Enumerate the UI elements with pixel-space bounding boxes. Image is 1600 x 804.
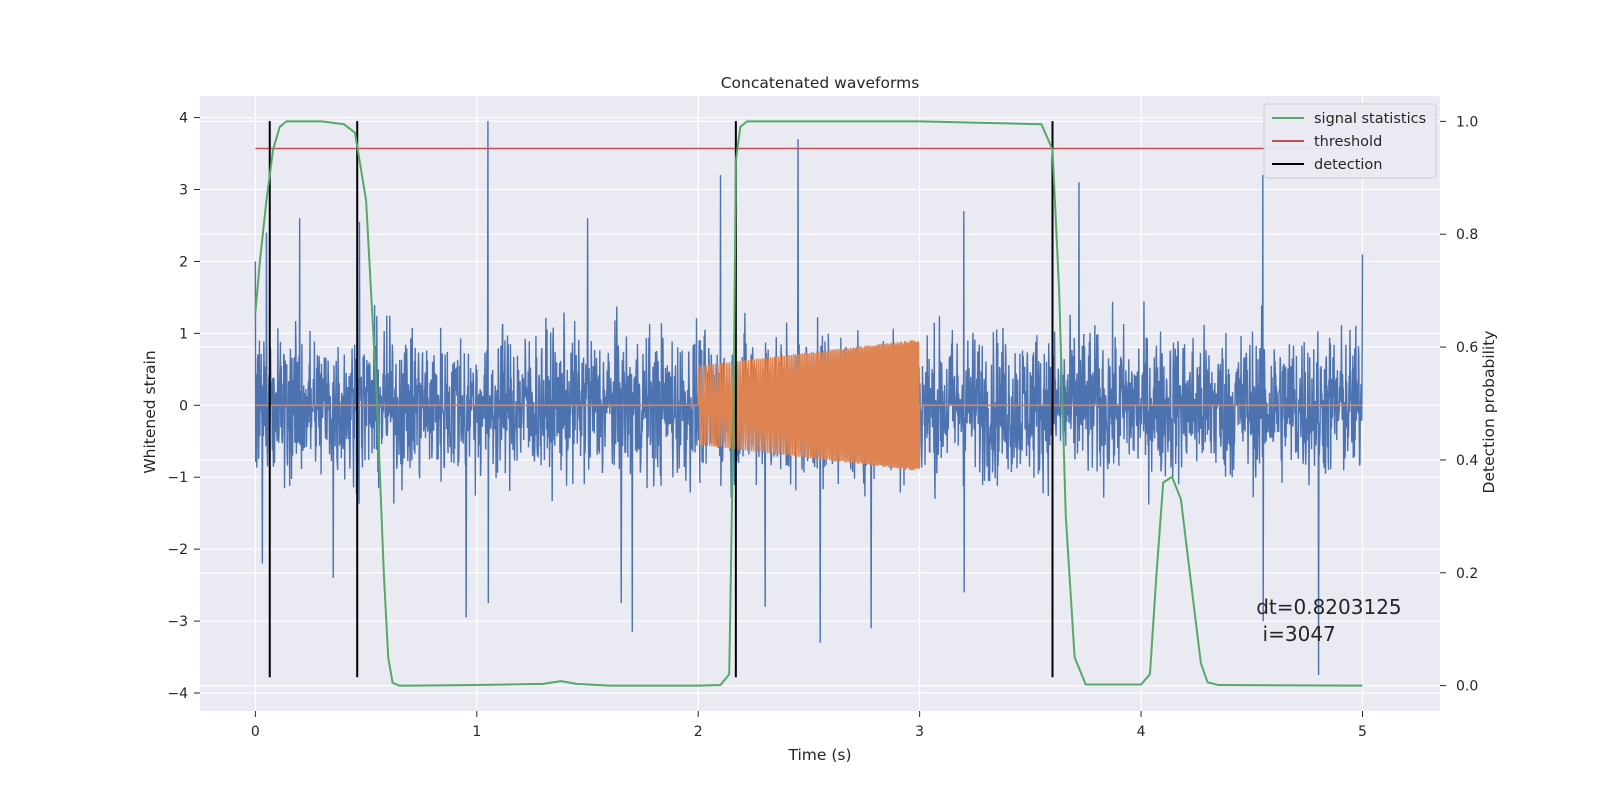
legend-box — [1263, 103, 1437, 179]
y-tick-label-5: 1 — [179, 326, 188, 342]
series-layer — [254, 120, 1385, 687]
annotation-dt: dt=0.8203125 — [1256, 595, 1401, 619]
y2-tick-label-3: 0.6 — [1456, 340, 1478, 356]
legend-label-1: threshold — [1314, 134, 1382, 150]
x-tick-label-2: 2 — [694, 724, 703, 740]
y2-tick-label-0: 0.0 — [1456, 679, 1478, 695]
y2-tick-label-5: 1.0 — [1456, 114, 1478, 130]
y-tick-label-1: −3 — [167, 614, 188, 630]
x-axis-label: Time (s) — [787, 746, 851, 764]
y-axis-ticks: −4 −3 −2 −1 0 1 2 3 4 — [167, 111, 200, 702]
y-tick-label-6: 2 — [179, 254, 188, 270]
x-tick-label-3: 3 — [915, 724, 924, 740]
y2-axis-ticks: 0.0 0.2 0.4 0.6 0.8 1.0 — [1440, 114, 1478, 695]
x-tick-label-5: 5 — [1358, 724, 1367, 740]
y2-tick-label-4: 0.8 — [1456, 227, 1478, 243]
y-tick-label-8: 4 — [179, 111, 188, 127]
y-tick-label-0: −4 — [167, 686, 188, 702]
chart-title: Concatenated waveforms — [721, 74, 920, 92]
y-tick-label-2: −2 — [167, 542, 188, 558]
annotation-index: i=3047 — [1256, 622, 1336, 646]
y-tick-label-3: −1 — [167, 470, 188, 486]
x-axis-ticks: 0 1 2 3 4 5 — [251, 711, 1367, 740]
y-axis-label: Whitened strain — [141, 350, 159, 473]
y2-axis-label: Detection probability — [1480, 331, 1498, 494]
legend: signal statistics threshold detection — [1263, 103, 1437, 179]
legend-label-0: signal statistics — [1314, 111, 1426, 127]
signal-statistics-line — [254, 120, 1363, 687]
y2-tick-label-1: 0.2 — [1456, 566, 1478, 582]
x-tick-label-4: 4 — [1137, 724, 1146, 740]
y-tick-label-4: 0 — [179, 398, 188, 414]
legend-label-2: detection — [1314, 157, 1382, 173]
y-tick-label-7: 3 — [179, 183, 188, 199]
x-tick-label-1: 1 — [472, 724, 481, 740]
x-tick-label-0: 0 — [251, 724, 260, 740]
y2-tick-label-2: 0.4 — [1456, 453, 1478, 469]
